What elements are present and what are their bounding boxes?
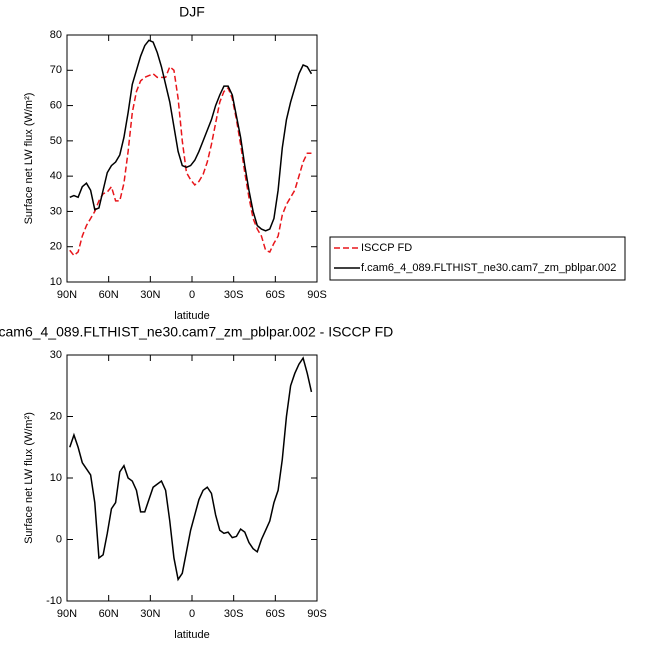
x-tick-label: 90S	[307, 289, 327, 301]
y-tick-label: 30	[50, 205, 62, 217]
legend-box	[329, 236, 626, 281]
x-tick-label: 60N	[99, 289, 119, 301]
y-tick-label: 40	[50, 170, 62, 182]
y-tick-label: -10	[46, 595, 62, 607]
y-tick-label: 50	[50, 135, 62, 147]
y-tick-label: 80	[50, 29, 62, 41]
data-line	[69, 39, 313, 232]
y-tick-label: 70	[50, 64, 62, 76]
x-tick-label: 30S	[224, 608, 244, 620]
plot-frame	[66, 354, 318, 602]
y-tick-label: 10	[50, 472, 62, 484]
x-tick-label: 90N	[57, 289, 77, 301]
chart-title: f.cam6_4_089.FLTHIST_ne30.cam7_zm_pblpar…	[0, 324, 393, 340]
data-line	[69, 65, 312, 257]
x-tick-label: 0	[189, 608, 195, 620]
x-tick-label: 30N	[140, 608, 160, 620]
y-tick-label: 20	[50, 410, 62, 422]
x-tick-label: 60S	[266, 289, 286, 301]
y-axis-label: Surface net LW flux (W/m²)	[23, 93, 35, 225]
x-tick-label: 0	[189, 289, 195, 301]
data-line	[69, 356, 313, 582]
y-tick-label: 30	[50, 349, 62, 361]
legend-label: ISCCP FD	[361, 242, 412, 254]
y-tick-label: 0	[56, 533, 62, 545]
x-axis-label: latitude	[174, 629, 209, 641]
plot-frame	[66, 34, 318, 283]
x-tick-label: 90N	[57, 608, 77, 620]
chart-title: DJF	[179, 4, 205, 20]
x-tick-label: 30S	[224, 289, 244, 301]
y-axis-label: Surface net LW flux (W/m²)	[23, 412, 35, 544]
x-tick-label: 60S	[266, 608, 286, 620]
x-axis-label: latitude	[174, 310, 209, 322]
x-tick-label: 90S	[307, 608, 327, 620]
x-tick-label: 60N	[99, 608, 119, 620]
legend-label: f.cam6_4_089.FLTHIST_ne30.cam7_zm_pblpar…	[361, 262, 616, 274]
x-tick-label: 30N	[140, 289, 160, 301]
y-tick-label: 60	[50, 99, 62, 111]
y-tick-label: 10	[50, 276, 62, 288]
y-tick-label: 20	[50, 241, 62, 253]
